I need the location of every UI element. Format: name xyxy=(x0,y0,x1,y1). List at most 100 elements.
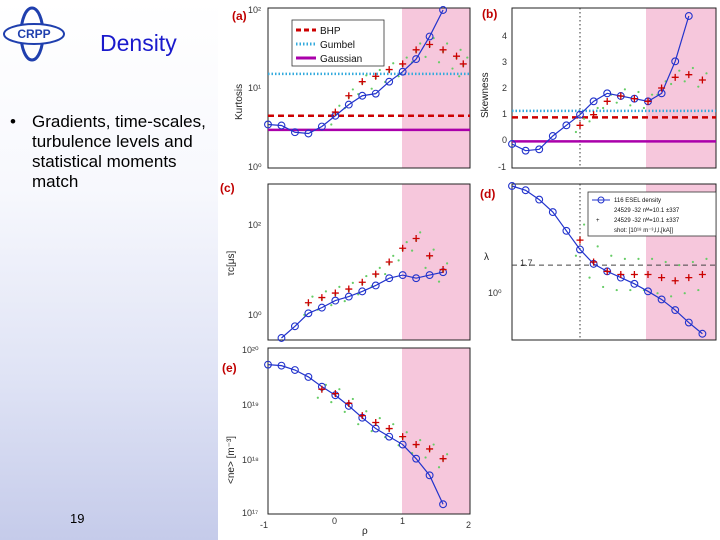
simulation-point xyxy=(683,80,686,83)
simulation-point xyxy=(324,290,328,293)
axes-frame xyxy=(511,7,717,169)
experiment-point xyxy=(685,274,693,282)
simulation-point xyxy=(637,90,640,94)
simulation-point xyxy=(683,292,686,295)
simulation-point xyxy=(397,259,400,262)
panel-b-skewness: (b) 4 3 2 1 0 -1 Skewness xyxy=(476,0,720,176)
panel-d-lambda: 116 ESEL density 24529 -32 nᴹ=10.1 ±337 … xyxy=(476,176,720,344)
shaded-region xyxy=(646,8,716,168)
experiment-point xyxy=(630,270,638,278)
experiment-point xyxy=(439,455,447,463)
model-point xyxy=(439,6,448,14)
model-point xyxy=(589,97,598,106)
model-point xyxy=(671,306,680,314)
ytick-b-2: 2 xyxy=(502,83,507,93)
model-point xyxy=(317,122,326,131)
simulation-point xyxy=(424,456,427,459)
ytick-c-2: 10⁰ xyxy=(248,310,262,320)
model-point xyxy=(264,360,272,369)
model-point xyxy=(671,57,680,66)
experiment-point xyxy=(385,66,393,74)
simulation-point xyxy=(615,101,618,104)
model-point xyxy=(425,271,434,280)
simulation-point xyxy=(392,254,395,257)
model-point xyxy=(684,318,693,327)
xtick-0: -1 xyxy=(260,520,268,530)
model-point xyxy=(562,226,571,235)
experiment-point xyxy=(399,244,407,252)
slide-title: Density xyxy=(100,30,177,56)
simulation-point xyxy=(338,285,341,288)
ytick-e-0: 10²⁰ xyxy=(242,345,259,355)
experiment-point xyxy=(358,412,366,420)
model-point xyxy=(277,121,286,130)
panel-a-kurtosis: BHP Gumbel Gaussian (a) 10² 10¹ 10⁰ Kurt… xyxy=(220,0,476,176)
simulation-point xyxy=(392,62,395,65)
ytick-a-0: 10² xyxy=(248,5,261,15)
xlabel: ρ xyxy=(362,526,368,537)
simulation-point xyxy=(656,292,659,295)
ytick-e-2: 10¹⁸ xyxy=(242,455,259,465)
experiment-point xyxy=(439,266,447,274)
xtick-2: 1 xyxy=(400,516,405,526)
simulation-point xyxy=(582,117,586,120)
simulation-point xyxy=(405,240,408,244)
model-point xyxy=(290,366,299,374)
model-point xyxy=(304,372,313,381)
simulation-point xyxy=(316,396,319,399)
page-number: 19 xyxy=(70,511,85,526)
simulation-point xyxy=(446,262,449,265)
simulation-point xyxy=(378,266,381,270)
model-point xyxy=(535,195,544,204)
simulation-point xyxy=(678,264,681,267)
legend-d-label-2: 24529 -32 nᴹ=10.1 ±337 xyxy=(614,217,680,224)
axes-frame xyxy=(267,183,471,341)
legend-bhp-label: BHP xyxy=(320,26,341,37)
legend-d xyxy=(587,191,717,237)
simulation-point xyxy=(588,120,591,123)
experiment-point xyxy=(412,441,420,449)
model-series-line xyxy=(281,271,444,339)
simulation-point xyxy=(424,55,427,58)
simulation-point xyxy=(351,88,354,91)
model-point xyxy=(290,128,299,137)
model-point xyxy=(439,500,448,509)
simulation-point xyxy=(365,274,368,278)
simulation-point xyxy=(623,257,626,260)
model-point xyxy=(358,287,367,296)
experiment-point xyxy=(331,108,339,116)
experiment-point xyxy=(331,390,339,398)
experiment-point xyxy=(345,285,353,293)
simulation-point xyxy=(691,260,694,264)
experiment-point xyxy=(399,60,407,68)
legend-d-marker-plus: + xyxy=(596,218,600,224)
simulation-point xyxy=(351,397,354,401)
legend-gumbel-label: Gumbel xyxy=(320,40,355,51)
simulation-point xyxy=(574,130,578,134)
experiment-point xyxy=(453,52,461,60)
experiment-point xyxy=(698,270,706,278)
experiment-point xyxy=(372,419,380,427)
experiment-point xyxy=(399,433,407,441)
simulation-point xyxy=(338,388,341,391)
simulation-point xyxy=(311,295,314,298)
simulation-point xyxy=(615,288,618,292)
simulation-point xyxy=(392,423,395,426)
ytick-b-1: 3 xyxy=(502,57,507,67)
experiment-point xyxy=(304,299,312,307)
model-point xyxy=(657,295,666,304)
simulation-point xyxy=(419,439,422,442)
panel-label-c: (c) xyxy=(220,181,235,195)
simulation-point xyxy=(357,423,360,426)
experiment-point xyxy=(372,270,380,278)
experiment-point xyxy=(426,252,434,260)
panel-label-a: (a) xyxy=(232,9,247,23)
model-point xyxy=(277,361,286,370)
experiment-point xyxy=(671,73,679,81)
simulation-point xyxy=(437,466,441,469)
experiment-point xyxy=(658,274,666,282)
legend-d-label-0: 116 ESEL density xyxy=(614,198,661,204)
model-point xyxy=(603,89,612,98)
simulation-point xyxy=(338,104,341,107)
model-point xyxy=(412,55,421,64)
